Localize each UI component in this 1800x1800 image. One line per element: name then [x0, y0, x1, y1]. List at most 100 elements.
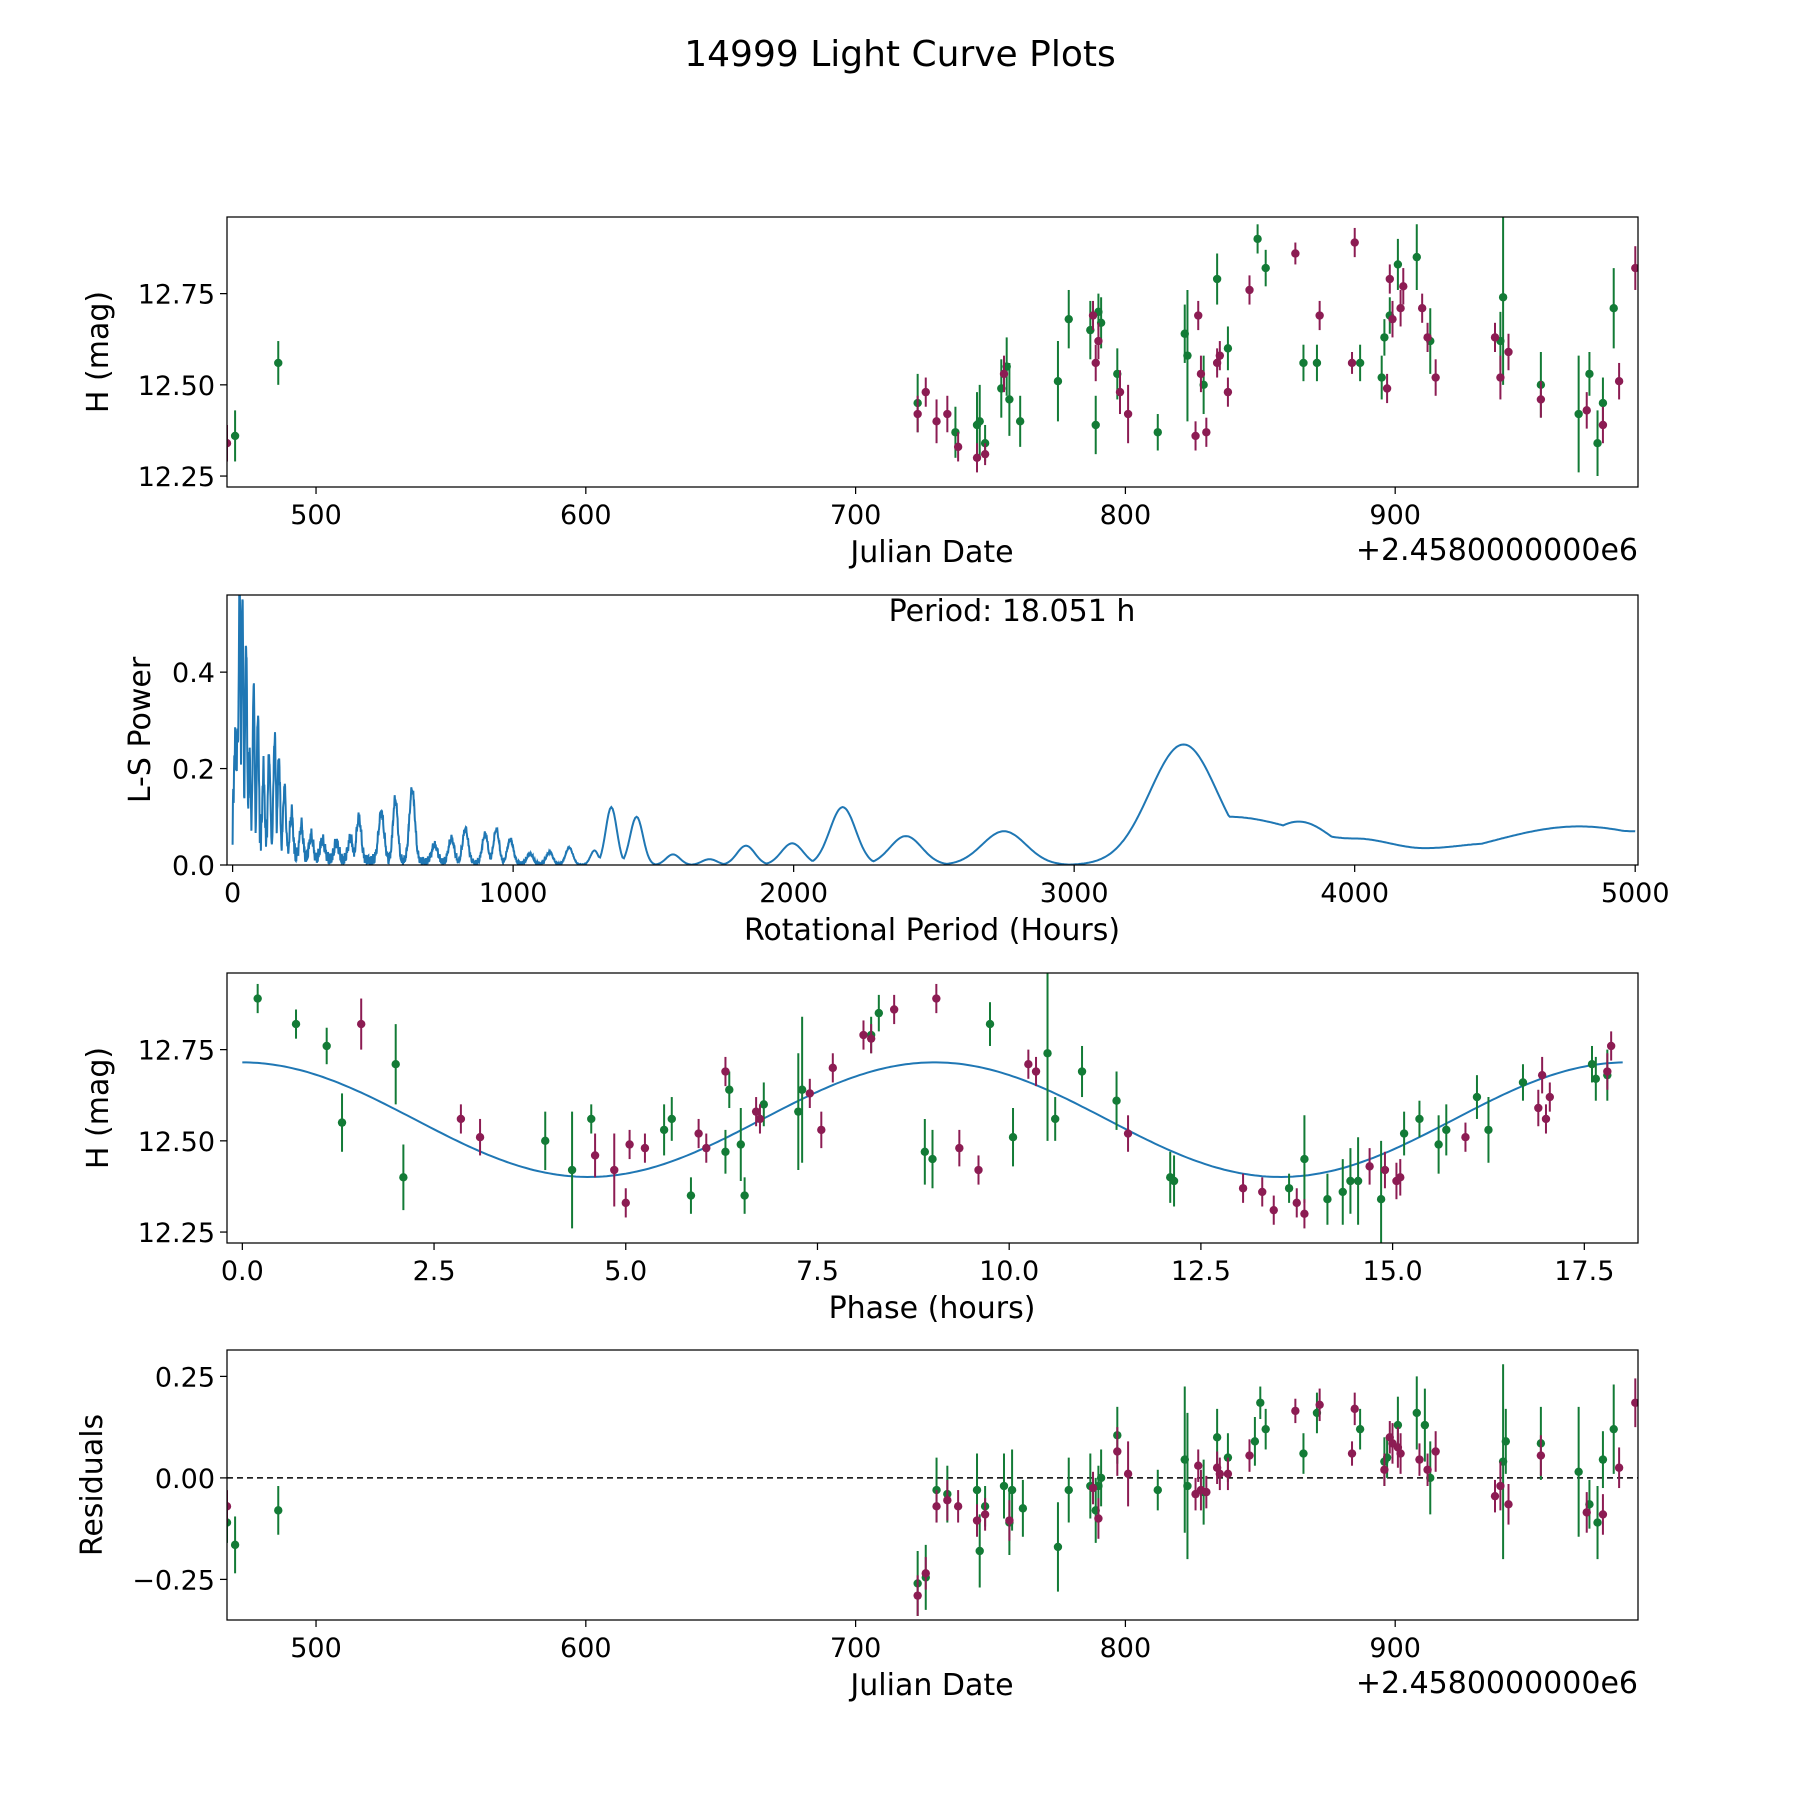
lightcurve-x-tick-label: 900 [1369, 500, 1421, 531]
phasecurve-point-purple [1537, 1070, 1547, 1080]
lightcurve-point-green [975, 417, 984, 426]
phasecurve-point-purple [751, 1107, 761, 1116]
phasecurve-y-tick-label: 12.50 [138, 1127, 215, 1158]
lightcurve-point-purple [1223, 387, 1233, 397]
phasecurve-point-purple [1123, 1129, 1133, 1138]
residuals-plot-area: 500 600 700 800 900 −0.25 0.00 0.25 [132, 1362, 1638, 1664]
phasecurve-y-tick-label: 12.25 [138, 1218, 215, 1249]
phasecurve-x-tick-label: 0.0 [221, 1256, 264, 1287]
lightcurve-point-green [1299, 358, 1308, 368]
phasecurve-point-purple [1258, 1187, 1267, 1197]
residuals-point-green [1018, 1504, 1028, 1513]
phasecurve-point-purple [702, 1143, 711, 1153]
residuals-point-green [1355, 1424, 1365, 1434]
residuals-point-purple [1347, 1449, 1357, 1458]
lightcurve-point-purple [1091, 358, 1100, 368]
residuals-point-green [1609, 1424, 1618, 1434]
residuals-point-purple [980, 1510, 990, 1519]
periodogram-x-tick-label: 3000 [1040, 878, 1109, 909]
phasecurve-point-green [1472, 1092, 1482, 1102]
lightcurve-point-purple [1382, 384, 1392, 393]
phasecurve-point-green [736, 1140, 745, 1149]
phasecurve-point-green [253, 994, 262, 1003]
phasecurve-point-purple [610, 1165, 619, 1175]
phasecurve-point-purple [805, 1089, 815, 1098]
phasecurve-point-green [541, 1136, 550, 1146]
phasecurve-point-green [759, 1100, 768, 1109]
phasecurve-point-green [1050, 1114, 1060, 1124]
residuals-point-purple [1350, 1404, 1359, 1414]
residuals-point-purple [1245, 1451, 1254, 1460]
lightcurve-point-purple [1315, 311, 1324, 320]
lightcurve-point-purple [932, 417, 941, 426]
lightcurve-point-purple [913, 409, 922, 419]
lightcurve-point-purple [943, 409, 952, 419]
phasecurve-point-purple [456, 1114, 466, 1124]
residuals-x-offset: +2.4580000000e6 [1356, 1666, 1638, 1701]
lightcurve-point-green [1053, 376, 1063, 386]
phasecurve-point-purple [1031, 1067, 1041, 1076]
phasecurve-point-purple [817, 1125, 826, 1135]
phasecurve-point-purple [721, 1067, 730, 1076]
lightcurve-point-purple [1504, 347, 1513, 357]
phasecurve-point-green [337, 1118, 347, 1127]
phasecurve-point-green [1346, 1176, 1355, 1186]
residuals-point-purple [1223, 1469, 1233, 1479]
periodogram-y-tick-label: 0.0 [172, 851, 215, 882]
phasecurve-point-green [1587, 1060, 1597, 1069]
phasecurve-point-purple [828, 1063, 838, 1073]
phasecurve-point-purple [1541, 1114, 1551, 1124]
residuals-point-green [230, 1540, 240, 1550]
lightcurve-point-green [1585, 369, 1594, 379]
residuals-point-purple [1202, 1487, 1211, 1497]
lightcurve-point-green [1183, 351, 1192, 360]
lightcurve-point-purple [1536, 395, 1546, 404]
residuals-point-purple [1380, 1465, 1389, 1474]
residuals-x-tick-label: 800 [1100, 1633, 1152, 1664]
residuals-point-green [274, 1506, 283, 1515]
residuals-point-purple [1496, 1481, 1505, 1491]
phasecurve-point-purple [1545, 1092, 1555, 1102]
phasecurve-point-green [1169, 1176, 1179, 1186]
phasecurve-point-green [725, 1085, 734, 1094]
residuals-points [227, 1364, 1638, 1616]
residuals-point-green [975, 1546, 984, 1556]
phasecurve-point-purple [932, 994, 941, 1003]
periodogram-series [231, 595, 1636, 865]
lightcurve-point-purple [1396, 304, 1405, 313]
periodogram-line [231, 595, 1636, 865]
period-annotation: Period: 18.051 h [889, 594, 1136, 629]
residuals-point-purple [1291, 1406, 1300, 1416]
residuals-point-purple [1423, 1465, 1432, 1474]
periodogram-x-tick-label: 1000 [479, 878, 548, 909]
lightcurve-point-purple [953, 442, 963, 452]
periodogram-x-label: Rotational Period (Hours) [744, 913, 1120, 948]
residuals-point-purple [1315, 1400, 1324, 1410]
residuals-point-purple [1490, 1491, 1500, 1501]
phasecurve-series [242, 973, 1623, 1243]
periodogram-y-tick-label: 0.4 [172, 658, 215, 689]
lightcurve-point-purple [1490, 333, 1500, 342]
residuals-point-green [1007, 1485, 1017, 1495]
lightcurve-point-purple [1196, 369, 1206, 379]
lightcurve-point-green [230, 431, 240, 441]
residuals-point-green [999, 1481, 1009, 1491]
residuals-x-tick-label: 700 [830, 1633, 882, 1664]
residuals-point-purple [921, 1569, 930, 1578]
phasecurve-x-tick-label: 12.5 [1171, 1256, 1231, 1287]
lightcurve-point-purple [1123, 409, 1133, 419]
phasecurve-x-tick-label: 7.5 [796, 1256, 839, 1287]
phasecurve-point-green [1300, 1154, 1309, 1164]
residuals-x-tick-label: 500 [290, 1633, 342, 1664]
residuals-point-purple [1504, 1500, 1513, 1509]
lightcurve-point-purple [1347, 358, 1357, 368]
phasecurve-point-green [721, 1147, 730, 1156]
lightcurve-point-purple [1423, 333, 1432, 342]
lightcurve-y-tick-label: 12.50 [138, 371, 215, 402]
phasecurve-point-purple [1603, 1067, 1612, 1076]
phasecurve-y-label: H (mag) [81, 1047, 116, 1169]
lightcurve-plot-area: 500 600 700 800 900 12.25 12.50 12.75 [138, 217, 1638, 531]
residuals-point-purple [1215, 1469, 1225, 1479]
residuals-point-green [1183, 1481, 1192, 1491]
phasecurve-point-purple [1461, 1132, 1470, 1142]
